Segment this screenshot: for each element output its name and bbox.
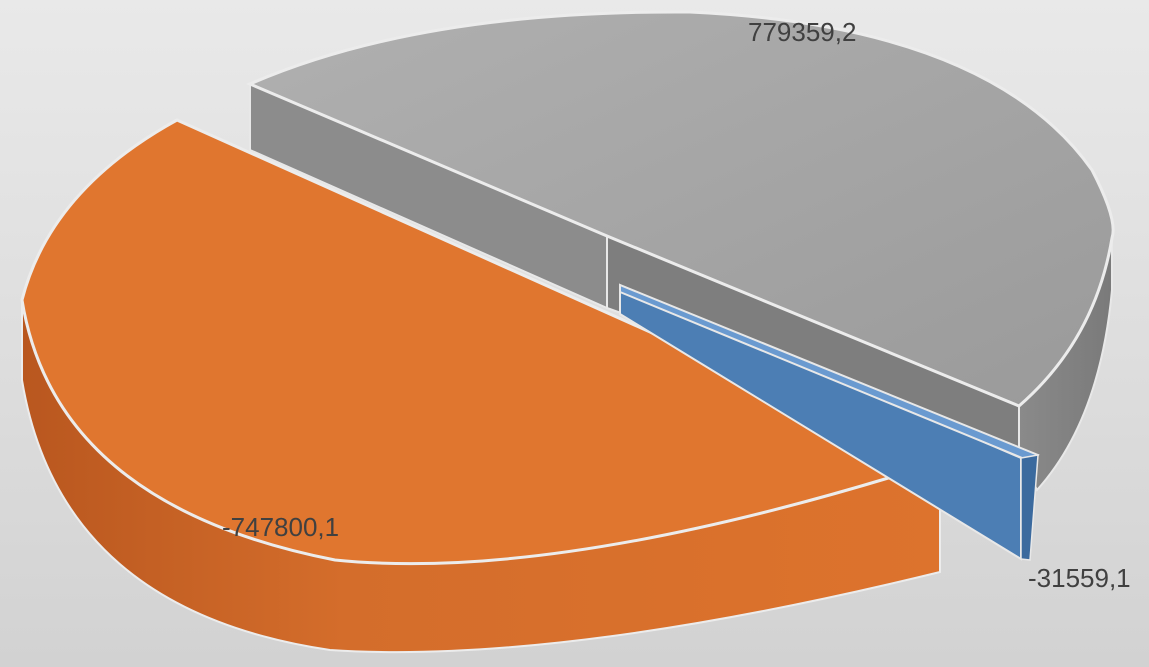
gray-slice-top — [246, 10, 1115, 408]
pie-slice-orange — [20, 118, 945, 654]
data-label-gray: 779359,2 — [748, 17, 856, 47]
data-label-orange: -747800,1 — [222, 512, 339, 542]
data-label-blue: -31559,1 — [1028, 563, 1131, 593]
pie-slice-blue — [619, 283, 1040, 561]
blue-slice-side — [1020, 454, 1039, 561]
orange-slice-top — [20, 118, 945, 566]
